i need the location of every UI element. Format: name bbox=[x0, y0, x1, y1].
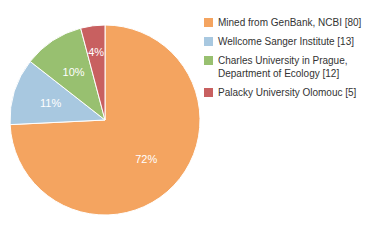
html-text:Wellcome Sanger Institute [13]: Wellcome Sanger Institute [13] bbox=[218, 36, 354, 47]
html-text:Mined from GenBank, NCBI [80]: Mined from GenBank, NCBI [80] bbox=[218, 17, 362, 28]
html-text:Charles University in Prague,: Charles University in Prague, Department… bbox=[218, 55, 348, 79]
svg-text:72%: 72% bbox=[135, 153, 157, 165]
svg-text:4%: 4% bbox=[88, 46, 104, 58]
html-text:Palacky University Olomouc [5]: Palacky University Olomouc [5] bbox=[218, 87, 357, 98]
svg-text:11%: 11% bbox=[40, 97, 61, 109]
svg-text:10%: 10% bbox=[63, 66, 85, 78]
